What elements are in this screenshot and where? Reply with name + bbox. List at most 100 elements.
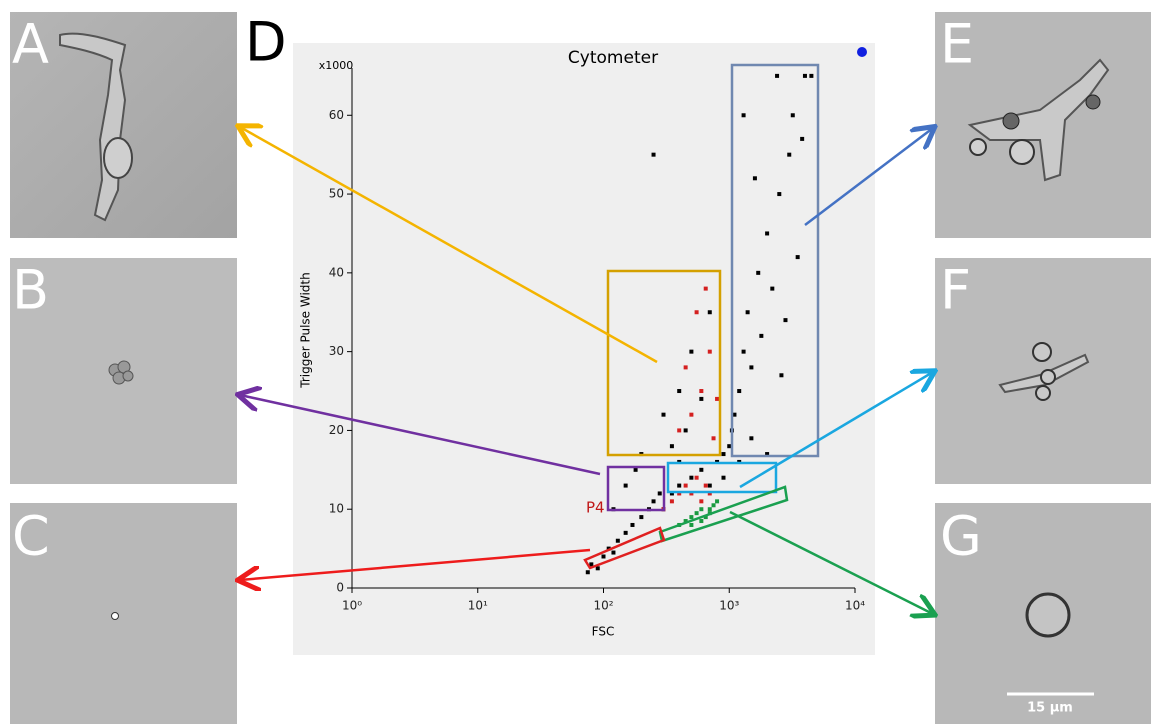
y-tick-label: 0 <box>336 581 344 595</box>
scale-bar-label: 15 µm <box>1027 701 1073 716</box>
point <box>683 483 688 488</box>
point <box>669 499 674 504</box>
point <box>765 452 770 457</box>
point <box>770 286 775 291</box>
point <box>677 483 682 488</box>
point <box>703 483 708 488</box>
x-tick-label: 10³ <box>719 599 739 613</box>
point <box>694 511 699 516</box>
plot-background <box>293 43 875 655</box>
y-tick-label: 10 <box>329 502 344 516</box>
point <box>707 491 712 496</box>
point <box>677 491 682 496</box>
y-tick-label: 50 <box>329 187 344 201</box>
point <box>683 365 688 370</box>
x-tick-label: 10¹ <box>468 599 488 613</box>
point <box>765 231 770 236</box>
point <box>651 499 656 504</box>
panel-letter: B <box>12 259 49 322</box>
x-tick-label: 10⁴ <box>845 599 865 613</box>
point <box>639 515 644 520</box>
gate <box>583 526 666 570</box>
micrograph-b <box>10 258 237 484</box>
point <box>694 310 699 315</box>
point <box>689 522 694 527</box>
point <box>615 538 620 543</box>
point <box>737 389 742 394</box>
point <box>623 530 628 535</box>
point <box>699 467 704 472</box>
point <box>787 152 792 157</box>
micrograph-g: 15 µm <box>935 503 1151 724</box>
point <box>699 499 704 504</box>
arrow <box>729 510 933 614</box>
point <box>683 428 688 433</box>
point <box>749 436 754 441</box>
gates <box>583 63 820 570</box>
point <box>790 113 795 118</box>
gate <box>730 63 820 458</box>
point <box>707 310 712 315</box>
panel-letter: D <box>245 11 287 74</box>
y-tick-label: 40 <box>329 265 344 279</box>
point <box>589 562 594 567</box>
panel-letter: C <box>12 505 50 568</box>
point <box>727 444 732 449</box>
micrograph-f <box>935 258 1151 484</box>
point <box>689 412 694 417</box>
arrow <box>804 128 933 226</box>
indicator <box>857 47 867 57</box>
point <box>745 310 750 315</box>
point <box>703 286 708 291</box>
point <box>707 507 712 512</box>
micrograph-e <box>935 12 1151 238</box>
point <box>651 152 656 157</box>
x-axis-label: FSC <box>592 625 615 639</box>
point <box>721 475 726 480</box>
gate <box>606 465 666 512</box>
arrows <box>240 127 933 614</box>
panel-letter: E <box>940 13 974 76</box>
point <box>677 428 682 433</box>
point <box>699 389 704 394</box>
arrow <box>739 372 933 489</box>
point <box>699 507 704 512</box>
point <box>779 373 784 378</box>
point <box>661 412 666 417</box>
point <box>711 436 716 441</box>
point <box>611 550 616 555</box>
point <box>595 566 600 571</box>
point <box>633 467 638 472</box>
point <box>683 519 688 524</box>
point <box>689 475 694 480</box>
point <box>707 349 712 354</box>
y-multiplier: x1000 <box>319 59 354 72</box>
micrograph-a <box>10 12 237 238</box>
point <box>777 192 782 197</box>
point <box>699 519 704 524</box>
point <box>775 73 780 78</box>
point <box>800 136 805 141</box>
point <box>759 333 764 338</box>
panel-letter: F <box>940 259 971 322</box>
point <box>699 396 704 401</box>
point <box>741 113 746 118</box>
point <box>669 491 674 496</box>
panel-letter: A <box>12 13 49 76</box>
point <box>694 475 699 480</box>
y-tick-label: 20 <box>329 423 344 437</box>
point <box>623 483 628 488</box>
point <box>711 503 716 508</box>
gate <box>606 269 722 457</box>
point <box>689 515 694 520</box>
point <box>749 365 754 370</box>
point <box>689 491 694 496</box>
point <box>715 499 720 504</box>
x-tick-label: 10² <box>593 599 613 613</box>
arrow <box>240 395 601 476</box>
point <box>756 270 761 275</box>
point <box>795 255 800 260</box>
point <box>585 570 590 575</box>
point <box>809 73 814 78</box>
